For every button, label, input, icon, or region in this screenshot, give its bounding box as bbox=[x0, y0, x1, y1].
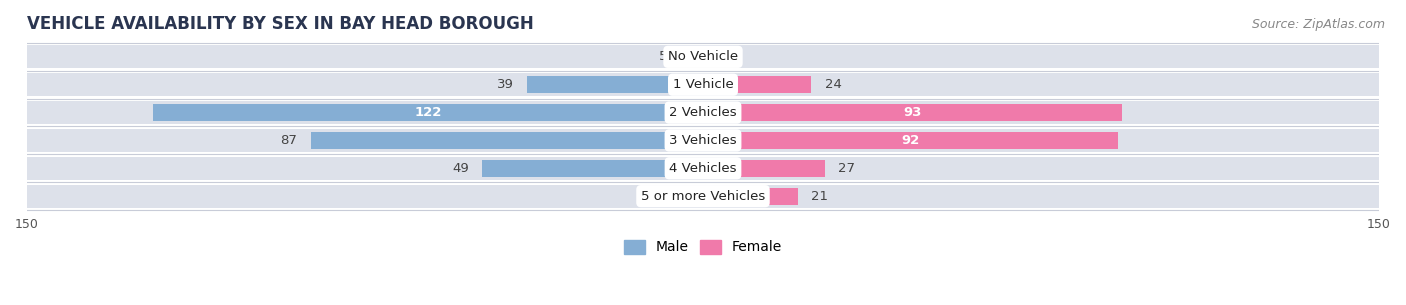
Text: 5 or more Vehicles: 5 or more Vehicles bbox=[641, 190, 765, 203]
Legend: Male, Female: Male, Female bbox=[624, 239, 782, 254]
Bar bbox=[703, 104, 1122, 121]
Bar bbox=[703, 76, 811, 93]
Bar bbox=[703, 73, 1379, 96]
Bar bbox=[482, 160, 703, 177]
Bar bbox=[703, 129, 1379, 152]
Bar bbox=[703, 157, 1379, 180]
Bar bbox=[153, 104, 703, 121]
Text: 87: 87 bbox=[280, 134, 297, 147]
Bar bbox=[703, 45, 1379, 68]
Bar bbox=[703, 185, 1379, 208]
Text: 39: 39 bbox=[496, 78, 513, 91]
Bar bbox=[27, 185, 703, 208]
Bar bbox=[311, 132, 703, 149]
Text: 3 Vehicles: 3 Vehicles bbox=[669, 134, 737, 147]
Text: VEHICLE AVAILABILITY BY SEX IN BAY HEAD BOROUGH: VEHICLE AVAILABILITY BY SEX IN BAY HEAD … bbox=[27, 15, 534, 33]
Text: 27: 27 bbox=[838, 162, 855, 175]
Text: 8: 8 bbox=[645, 190, 654, 203]
Bar bbox=[703, 101, 1379, 124]
Text: 92: 92 bbox=[901, 134, 920, 147]
Bar bbox=[666, 188, 703, 205]
Text: 21: 21 bbox=[811, 190, 828, 203]
Text: No Vehicle: No Vehicle bbox=[668, 50, 738, 63]
Bar bbox=[703, 160, 825, 177]
Text: Source: ZipAtlas.com: Source: ZipAtlas.com bbox=[1251, 18, 1385, 31]
Text: 1 Vehicle: 1 Vehicle bbox=[672, 78, 734, 91]
Text: 93: 93 bbox=[904, 106, 922, 119]
Text: 122: 122 bbox=[415, 106, 441, 119]
Text: 49: 49 bbox=[451, 162, 468, 175]
Bar bbox=[27, 157, 703, 180]
Bar bbox=[681, 48, 703, 66]
Bar bbox=[27, 73, 703, 96]
Text: 5: 5 bbox=[658, 50, 666, 63]
Bar bbox=[27, 45, 703, 68]
Bar bbox=[703, 132, 1118, 149]
Text: 0: 0 bbox=[717, 50, 725, 63]
Bar bbox=[27, 101, 703, 124]
Bar bbox=[27, 129, 703, 152]
Bar bbox=[527, 76, 703, 93]
Text: 4 Vehicles: 4 Vehicles bbox=[669, 162, 737, 175]
Text: 24: 24 bbox=[825, 78, 842, 91]
Text: 2 Vehicles: 2 Vehicles bbox=[669, 106, 737, 119]
Bar bbox=[703, 188, 797, 205]
